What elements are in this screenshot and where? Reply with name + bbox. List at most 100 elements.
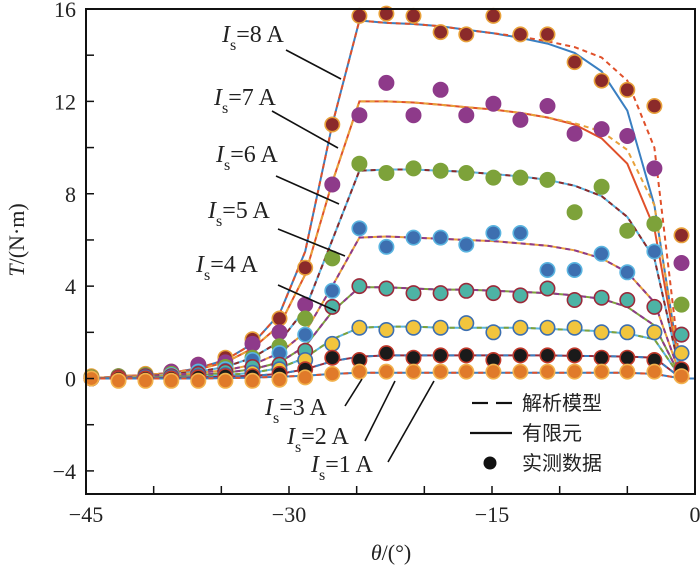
measured-point — [458, 282, 475, 299]
current-value: =6 A — [230, 142, 278, 168]
measured-point — [539, 261, 556, 278]
leader-line — [364, 380, 396, 442]
x-tick-label: 0 — [690, 502, 700, 527]
x-axis-title: θ/(°) — [371, 540, 411, 565]
measured-point — [593, 324, 610, 341]
current-symbol: I — [213, 85, 223, 111]
measured-point — [324, 335, 341, 352]
model-line — [91, 168, 695, 380]
y-tick-label: 16 — [54, 0, 76, 22]
measured-point — [619, 349, 636, 366]
markers-1a — [83, 363, 690, 389]
measured-point — [432, 24, 449, 41]
annotation-label: Is=7 A — [213, 85, 276, 117]
measured-point — [458, 236, 475, 253]
y-tick-label: 8 — [65, 182, 76, 207]
measured-point — [324, 116, 341, 133]
legend-entry-dashed-line: 解析模型 — [472, 391, 602, 415]
measured-point — [512, 26, 529, 43]
current-symbol: I — [195, 252, 205, 278]
measured-point — [566, 363, 583, 380]
measured-point — [378, 238, 395, 255]
measured-point — [646, 160, 663, 177]
measured-point — [512, 347, 529, 364]
measured-point — [619, 363, 636, 380]
measured-point — [512, 287, 529, 304]
y-axis-unit: /(N·m) — [4, 203, 29, 264]
measured-point — [432, 347, 449, 364]
axes: −45 −30 −15 0 16 12 8 4 0 −4 — [53, 0, 700, 527]
x-axis-symbol: θ — [371, 540, 382, 565]
measured-point — [539, 98, 556, 115]
measured-point — [378, 165, 395, 182]
measured-point — [432, 363, 449, 380]
measured-point — [190, 372, 207, 389]
measured-point — [512, 169, 529, 186]
measured-point — [378, 321, 395, 338]
measured-point — [378, 363, 395, 380]
annotation-label: Is=1 A — [310, 452, 373, 484]
measured-point — [324, 176, 341, 193]
measured-point — [271, 324, 288, 341]
measured-point — [297, 369, 314, 386]
y-axis-symbol: T — [4, 263, 29, 277]
annotation-label: Is=2 A — [286, 424, 349, 456]
current-value: =2 A — [301, 424, 349, 450]
markers-7a — [83, 74, 690, 386]
measured-point — [619, 291, 636, 308]
measured-point — [673, 345, 690, 362]
leader-line — [275, 175, 340, 205]
measured-point — [512, 319, 529, 336]
x-tick-label: −15 — [475, 502, 509, 527]
measured-point — [566, 125, 583, 142]
measured-point — [324, 282, 341, 299]
measured-point — [593, 289, 610, 306]
y-tick-label: 0 — [65, 367, 76, 392]
fem-line — [91, 168, 695, 380]
current-subscript: s — [273, 410, 279, 427]
current-subscript: s — [216, 213, 222, 230]
measured-point — [539, 319, 556, 336]
measured-point — [432, 162, 449, 179]
annotation-label: Is=3 A — [264, 395, 327, 427]
measured-point — [244, 335, 261, 352]
measured-point — [566, 291, 583, 308]
legend-label: 实测数据 — [522, 451, 602, 475]
y-axis-title: T/(N·m) — [4, 203, 29, 276]
measured-point — [593, 72, 610, 89]
current-symbol: I — [310, 452, 320, 478]
annotation-1a: Is=1 A — [310, 380, 435, 484]
measured-point — [646, 363, 663, 380]
measured-point — [405, 363, 422, 380]
plot-frame — [85, 8, 696, 495]
annotation-label: Is=5 A — [207, 198, 270, 230]
current-symbol: I — [207, 198, 217, 224]
measured-point — [271, 310, 288, 327]
leader-line — [277, 228, 346, 257]
measured-point — [566, 347, 583, 364]
measured-point — [512, 111, 529, 128]
measured-point — [593, 349, 610, 366]
measured-point — [485, 169, 502, 186]
measured-point — [485, 95, 502, 112]
measured-point — [673, 255, 690, 272]
measured-point — [646, 298, 663, 315]
measured-point — [539, 363, 556, 380]
annotation-label: Is=4 A — [195, 252, 258, 284]
annotation-7a: Is=7 A — [213, 85, 339, 149]
y-tick-label: 12 — [54, 89, 76, 114]
y-tick-label: −4 — [53, 459, 76, 484]
annotation-label: Is=6 A — [215, 142, 278, 174]
leader-line — [344, 378, 363, 407]
measured-point — [458, 165, 475, 182]
legend-entry-filled-circle: 实测数据 — [483, 451, 602, 475]
measured-point — [432, 319, 449, 336]
measured-point — [593, 363, 610, 380]
measured-point — [593, 245, 610, 262]
measured-point — [566, 204, 583, 221]
measured-point — [512, 363, 529, 380]
measured-point — [673, 296, 690, 313]
current-value: =8 A — [236, 22, 284, 48]
measured-point — [405, 107, 422, 124]
